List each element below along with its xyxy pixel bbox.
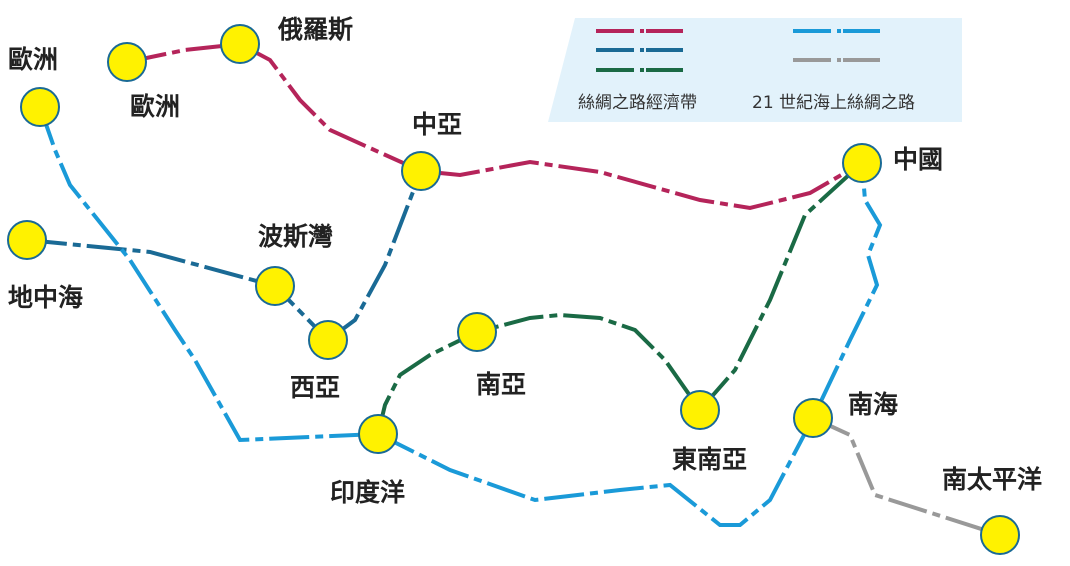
node-southeast-asia [680,390,720,430]
node-south-china-sea [793,398,833,438]
label-europe-west: 歐洲 [8,45,58,74]
route-mediterranean-west-asia [26,238,330,342]
node-south-asia [457,312,497,352]
label-south-pacific: 南太平洋 [942,465,1042,494]
legend-box [548,18,962,122]
legend-belt: 絲綢之路經濟帶 [578,93,697,113]
node-europe [107,42,147,82]
label-russia: 俄羅斯 [277,15,353,44]
node-indian-ocean [358,414,398,454]
node-mediterranean [7,220,47,260]
label-west-asia: 西亞 [290,373,340,402]
sea-route-europe-indian-ocean [38,106,379,443]
node-russia [220,24,260,64]
node-west-asia [308,320,348,360]
label-indian-ocean: 印度洋 [330,478,405,507]
label-central-asia: 中亞 [412,110,462,139]
label-south-china-sea: 南海 [848,390,898,419]
label-south-asia: 南亞 [476,370,526,399]
sea-route-indian-ocean-china [377,162,883,527]
node-persian-gulf [255,266,295,306]
label-china: 中國 [893,145,943,174]
label-persian-gulf: 波斯灣 [258,222,333,251]
label-europe: 歐洲 [130,92,180,121]
route-indian-ocean-china [376,161,864,435]
label-southeast-asia: 東南亞 [672,445,747,474]
node-central-asia [401,151,441,191]
sea-route-south-pacific [812,416,1001,537]
route-west-asia-central-asia [326,170,423,342]
node-europe-west [20,87,60,127]
node-china [842,143,882,183]
legend-road: 21 世紀海上絲綢之路 [752,93,915,113]
label-mediterranean: 地中海 [8,283,83,312]
node-south-pacific [980,515,1020,555]
